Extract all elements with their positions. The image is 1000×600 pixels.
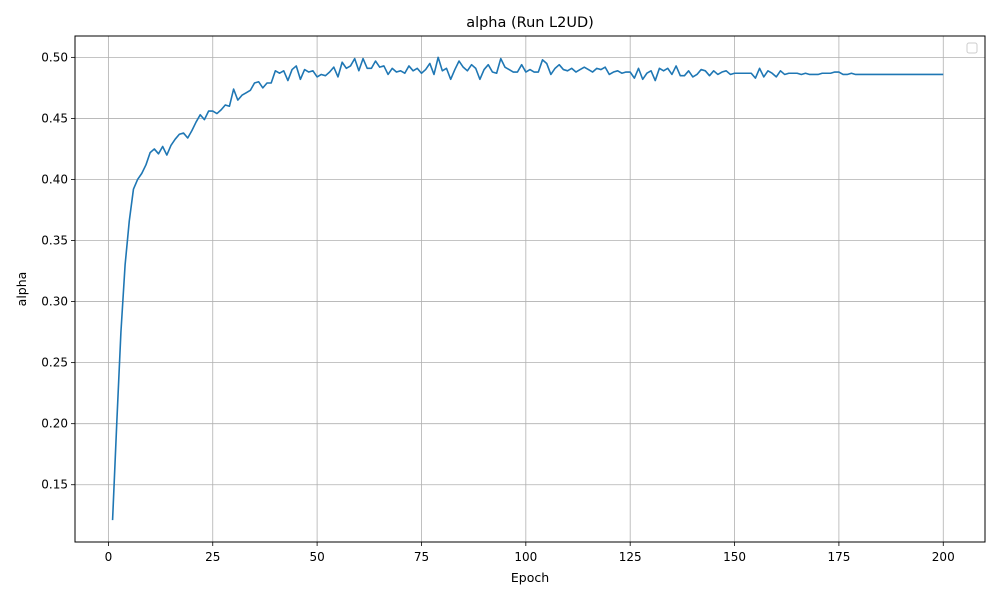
x-axis-label: Epoch — [511, 570, 549, 585]
x-tick-label: 175 — [827, 550, 850, 564]
y-tick-label: 0.50 — [41, 50, 68, 64]
chart-title: alpha (Run L2UD) — [466, 15, 594, 31]
y-tick-label: 0.25 — [41, 356, 68, 370]
x-tick-label: 100 — [514, 550, 537, 564]
y-tick-label: 0.30 — [41, 295, 68, 309]
y-tick-label: 0.20 — [41, 417, 68, 431]
y-tick-label: 0.15 — [41, 478, 68, 492]
y-axis-label: alpha — [14, 272, 29, 307]
grid-layer — [75, 36, 985, 542]
x-tick-label: 75 — [414, 550, 429, 564]
x-tick-label: 125 — [619, 550, 642, 564]
series-layer — [111, 56, 944, 521]
y-tick-label: 0.40 — [41, 172, 68, 186]
x-tick-label: 50 — [309, 550, 324, 564]
y-tick-label: 0.45 — [41, 111, 68, 125]
legend-box — [966, 42, 978, 54]
x-tick-label: 200 — [932, 550, 955, 564]
x-tick-label: 150 — [723, 550, 746, 564]
x-tick-label: 25 — [205, 550, 220, 564]
tick-layer: 0 25 50 75 100 125 150 175 200 0.15 0.20 0.25 0.30 0.… — [41, 50, 954, 564]
y-tick-label: 0.35 — [41, 234, 68, 248]
plot-frame — [74, 35, 986, 543]
x-tick-label: 0 — [105, 550, 113, 564]
series-line — [111, 56, 944, 521]
